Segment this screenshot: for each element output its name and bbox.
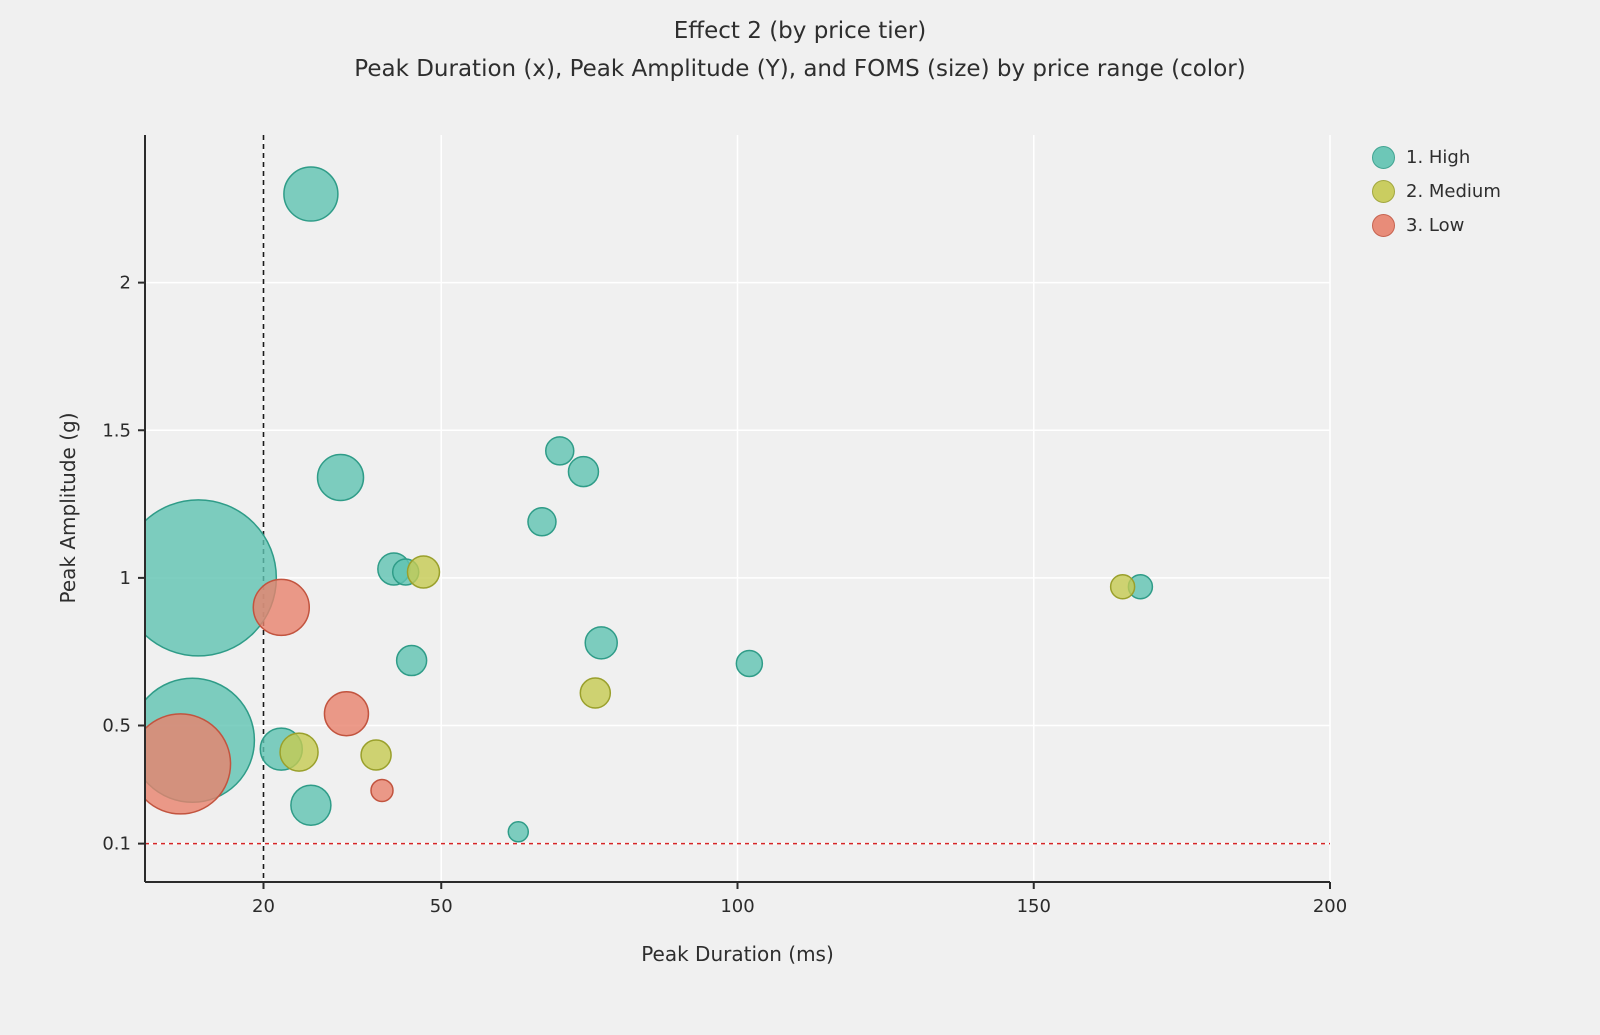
bubble [735,649,764,678]
y-tick-label: 1.5 [102,420,131,441]
bubble [252,578,311,637]
legend-label: 3. Low [1406,215,1465,236]
bubble [145,499,278,657]
y-tick-label: 1 [120,568,131,589]
legend-label: 2. Medium [1406,181,1501,202]
y-tick-label: 0.5 [102,716,131,737]
legend-item: 1. High [1372,146,1501,169]
bubble [527,507,557,537]
x-tick-label: 100 [720,896,754,917]
x-axis-label: Peak Duration (ms) [641,942,834,966]
axes: 20 50 100 150 200 0.1 0.5 1 1.5 2 [102,135,1347,917]
bubble [567,455,600,488]
legend-swatch-icon [1372,214,1395,237]
gridlines [145,135,1331,882]
legend: 1. High 2. Medium 3. Low [1372,146,1501,248]
bubble [370,778,394,803]
legend-item: 2. Medium [1372,180,1501,203]
bubble [360,739,392,771]
bubble [323,690,370,737]
y-tick-label: 2 [120,273,131,294]
bubble [579,677,612,709]
y-axis-label: Peak Amplitude (g) [56,412,80,604]
chart-title: Effect 2 (by price tier) [673,18,927,44]
legend-swatch-icon [1372,146,1395,169]
bubble [584,626,618,660]
bubble [290,784,332,826]
legend-label: 1. High [1406,147,1471,168]
bubble [283,166,339,222]
bubble [406,555,441,589]
bubble [316,453,365,502]
chart-titles: Effect 2 (by price tier) Peak Duration (… [0,20,1600,81]
legend-swatch-icon [1372,180,1395,203]
legend-item: 3. Low [1372,214,1501,237]
x-tick-label: 50 [430,896,453,917]
bubble [545,436,575,466]
y-tick-label: 0.1 [102,834,131,855]
bubble [395,644,428,677]
bubble [1109,573,1136,600]
bubble [507,821,530,843]
bubble [145,713,232,815]
chart-subtitle: Peak Duration (x), Peak Amplitude (Y), a… [354,56,1246,82]
bubbles [145,166,1154,843]
x-tick-label: 200 [1313,896,1347,917]
x-tick-label: 150 [1017,896,1051,917]
bubble [279,732,319,772]
x-tick-label: 20 [252,896,275,917]
